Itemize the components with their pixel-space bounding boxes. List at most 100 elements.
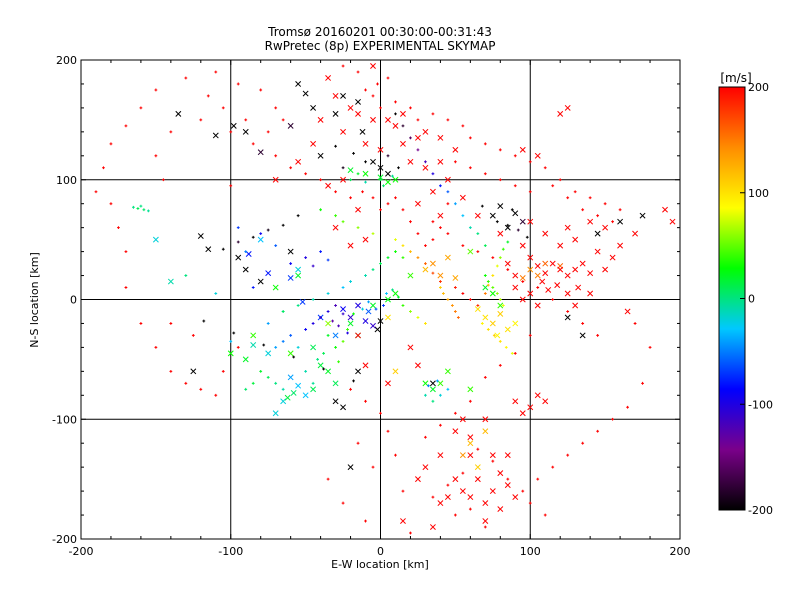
x-marker-point xyxy=(534,302,541,309)
x-marker-point xyxy=(587,218,594,225)
plus-marker-point xyxy=(495,220,499,224)
plus-marker-point xyxy=(492,334,496,337)
plus-marker-point xyxy=(596,334,600,337)
plus-marker-point xyxy=(281,223,285,227)
x-marker-point xyxy=(527,266,534,273)
x-marker-point xyxy=(392,290,399,297)
plus-marker-point xyxy=(319,178,322,182)
x-marker-point xyxy=(340,306,347,313)
x-marker-point xyxy=(362,140,369,147)
x-marker-point xyxy=(414,362,421,369)
x-marker-point xyxy=(392,368,399,375)
plus-marker-point xyxy=(424,244,427,248)
x-marker-point xyxy=(347,464,354,471)
plus-marker-point xyxy=(326,292,330,295)
plus-marker-point xyxy=(566,310,570,313)
plus-marker-point xyxy=(480,204,484,208)
x-marker-point xyxy=(310,344,317,351)
plus-marker-point xyxy=(296,214,300,218)
x-marker-point xyxy=(385,116,391,123)
x-marker-point xyxy=(332,92,339,99)
x-marker-point xyxy=(242,356,249,363)
x-marker-point xyxy=(355,206,361,213)
plus-marker-point xyxy=(394,238,397,242)
x-marker-point xyxy=(437,452,444,459)
plus-marker-point xyxy=(349,178,352,182)
plus-marker-point xyxy=(109,142,113,146)
x-marker-point xyxy=(385,296,391,303)
x-marker-point xyxy=(534,392,541,399)
plus-marker-point xyxy=(319,208,322,212)
plus-marker-point xyxy=(431,112,435,116)
x-marker-point xyxy=(265,270,272,277)
plus-marker-point xyxy=(382,184,385,188)
plus-marker-point xyxy=(379,106,382,110)
plus-marker-point xyxy=(596,429,600,433)
colorbar: [m/s] 200 100 0 -100 -200 xyxy=(718,71,773,517)
x-tick-label: 0 xyxy=(377,545,384,558)
x-marker-point xyxy=(467,386,474,393)
x-marker-point xyxy=(602,224,609,231)
plus-marker-point xyxy=(476,447,480,451)
x-marker-point xyxy=(400,518,406,524)
plus-marker-point xyxy=(281,340,285,343)
plus-marker-point xyxy=(439,280,442,283)
x-marker-point xyxy=(489,488,496,495)
plus-marker-point xyxy=(334,214,337,218)
plus-marker-point xyxy=(611,417,615,421)
x-marker-point xyxy=(272,410,279,417)
x-marker-point xyxy=(347,104,354,111)
plus-marker-point xyxy=(394,453,397,457)
plus-marker-point xyxy=(495,292,499,295)
x-marker-point xyxy=(295,266,302,273)
x-marker-point xyxy=(482,314,489,321)
x-marker-point xyxy=(355,302,361,309)
x-marker-point xyxy=(572,236,579,243)
x-tick-label: -100 xyxy=(218,545,243,558)
plus-marker-point xyxy=(304,369,308,373)
x-marker-point xyxy=(280,398,287,405)
plus-marker-point xyxy=(214,292,218,295)
plus-marker-point xyxy=(401,489,405,493)
x-marker-point xyxy=(512,284,519,291)
plus-marker-point xyxy=(184,76,188,80)
x-marker-point xyxy=(519,242,526,249)
x-marker-point xyxy=(609,254,616,261)
plus-marker-point xyxy=(337,360,340,364)
plus-marker-point xyxy=(296,304,300,307)
plus-marker-point xyxy=(326,334,330,337)
x-marker-point xyxy=(542,398,549,405)
plus-marker-point xyxy=(361,307,364,311)
x-marker-point xyxy=(504,452,511,459)
plus-marker-point xyxy=(236,82,240,86)
plus-marker-point xyxy=(346,328,349,331)
plus-marker-point xyxy=(274,106,278,110)
x-marker-point xyxy=(429,188,436,195)
plus-marker-point xyxy=(326,258,330,262)
plus-marker-point xyxy=(513,184,517,188)
x-marker-point xyxy=(482,416,489,423)
plus-marker-point xyxy=(146,209,150,213)
plus-marker-point xyxy=(394,112,397,116)
plus-marker-point xyxy=(506,268,510,271)
x-marker-point xyxy=(317,362,324,369)
x-marker-point xyxy=(519,296,526,303)
x-marker-point xyxy=(557,266,564,273)
plus-marker-point xyxy=(506,223,510,227)
x-tick-label: -200 xyxy=(69,545,94,558)
plus-marker-point xyxy=(468,507,472,511)
x-marker-point xyxy=(175,110,182,117)
x-marker-point xyxy=(374,326,381,333)
x-marker-point xyxy=(534,263,541,269)
plus-marker-point xyxy=(491,286,495,289)
x-marker-point xyxy=(564,290,571,297)
plus-marker-point xyxy=(334,144,337,148)
x-marker-point xyxy=(467,494,474,501)
x-marker-point xyxy=(245,251,252,257)
plus-marker-point xyxy=(349,196,352,200)
x-marker-point xyxy=(385,380,391,387)
x-marker-point xyxy=(362,318,369,325)
plus-marker-point xyxy=(401,244,405,248)
plus-marker-point xyxy=(528,501,532,505)
x-marker-point xyxy=(512,272,519,279)
